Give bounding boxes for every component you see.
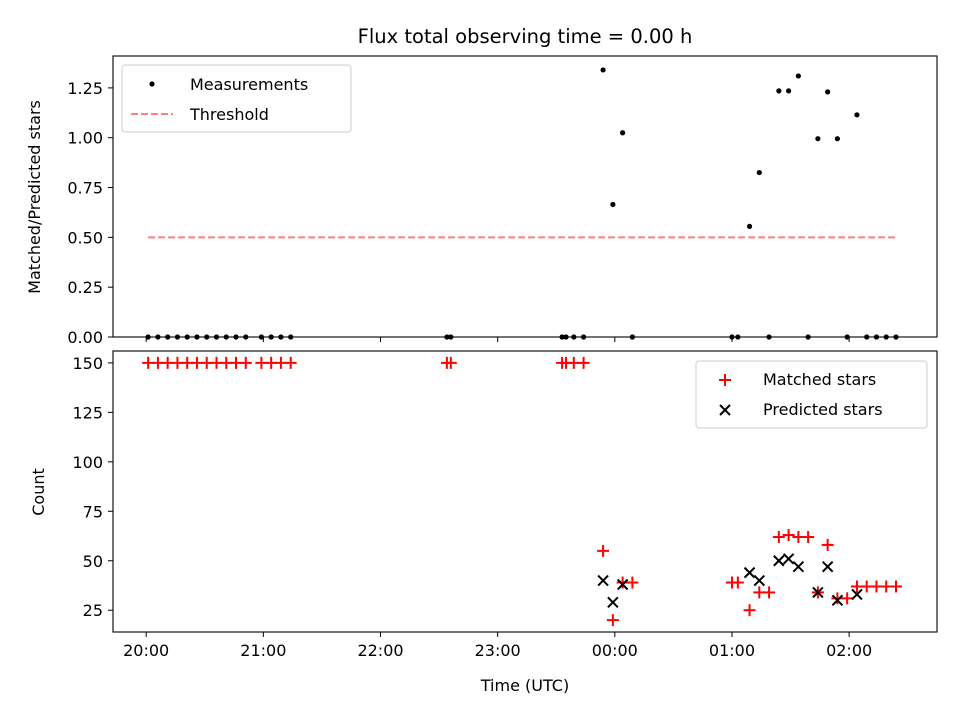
bottom-y-axis-label: Count (29, 468, 48, 516)
bottom-x-tick-label: 02:00 (826, 641, 872, 660)
predicted-star-point (812, 586, 824, 599)
top-y-tick-label: 0.75 (67, 179, 103, 198)
top-legend-box (121, 64, 352, 133)
measurement-point (786, 88, 792, 94)
matched-star-point (597, 544, 610, 557)
matched-star-point (577, 356, 590, 369)
measurement-point (600, 67, 606, 73)
predicted-star-point (782, 553, 795, 565)
bottom-y-tick-label: 100 (72, 453, 103, 472)
matched-star-point (889, 580, 902, 593)
legend-label-threshold: Threshold (189, 105, 269, 124)
bottom-x-tick-label: 20:00 (123, 641, 169, 660)
top-y-tick-label: 0.00 (67, 328, 103, 347)
measurement-point (815, 136, 821, 142)
measurement-point (746, 223, 753, 229)
predicted-star-point (821, 560, 834, 573)
legend-label-measurements: Measurements (190, 75, 308, 94)
legend-label-matched: Matched stars (763, 370, 876, 389)
predicted-star-point (773, 555, 785, 567)
predicted-star-point (597, 574, 609, 587)
top-y-tick-label: 0.50 (67, 228, 103, 247)
matched-star-point (772, 531, 785, 544)
matched-star-point (763, 586, 776, 599)
measurement-point (776, 88, 782, 94)
matched-star-point (782, 529, 795, 542)
chart-title: Flux total observing time = 0.00 h (358, 25, 693, 48)
measurement-point (854, 112, 860, 118)
predicted-star-point (792, 560, 805, 573)
matched-star-point (606, 614, 619, 627)
matched-star-point (284, 356, 297, 369)
legend-label-predicted: Predicted stars (763, 400, 883, 419)
measurement-point (834, 136, 841, 142)
bottom-y-tick-label: 125 (72, 403, 103, 422)
matched-star-point (626, 576, 639, 589)
legend-marker-matched (719, 374, 731, 386)
bottom-panel: Count Time (UTC) 20:00 21:00 22:00 23:00 00:… (29, 350, 938, 695)
legend-marker-predicted (719, 404, 731, 416)
predicted-star-point (753, 574, 766, 587)
bottom-legend: Matched stars Predicted stars (695, 360, 928, 429)
matched-star-point (444, 356, 457, 369)
top-y-tick-label: 1.00 (67, 129, 103, 148)
predicted-star-point (851, 588, 863, 601)
matched-star-point (743, 604, 756, 617)
bottom-x-tick-label: 22:00 (357, 641, 403, 660)
bottom-y-tick-label: 150 (72, 354, 103, 373)
bottom-x-tick-label: 00:00 (592, 641, 638, 660)
bottom-axes-frame (112, 350, 938, 633)
predicted-star-point (743, 566, 756, 579)
bottom-y-tick-label: 25 (83, 601, 103, 620)
measurement-point (610, 201, 616, 208)
matched-star-point (841, 592, 854, 605)
top-axes-frame (112, 55, 938, 338)
matched-star-point (731, 576, 744, 589)
top-y-axis-label: Matched/Predicted stars (25, 100, 44, 294)
bottom-y-tick-label: 75 (83, 502, 103, 521)
matched-star-point (239, 356, 252, 369)
bottom-y-tick-label: 50 (83, 552, 103, 571)
measurement-point (620, 130, 626, 136)
legend-marker-measurements (149, 81, 155, 87)
top-y-tick-label: 0.25 (67, 278, 103, 297)
measurement-point (825, 89, 831, 95)
top-legend: Measurements Threshold (121, 64, 352, 133)
matched-star-point (802, 531, 815, 544)
predicted-star-point (607, 596, 619, 609)
top-panel: Flux total observing time = 0.00 h Match… (25, 25, 938, 347)
predicted-star-point (831, 594, 844, 607)
bottom-x-tick-label: 01:00 (709, 641, 755, 660)
measurement-point (795, 73, 801, 79)
bottom-plot-area: 20:00 21:00 22:00 23:00 00:00 01:00 02:00 25 50 7… (72, 354, 902, 660)
bottom-legend-box (695, 360, 928, 429)
x-axis-label: Time (UTC) (480, 676, 569, 695)
bottom-x-tick-label: 23:00 (475, 641, 521, 660)
matched-star-point (821, 538, 834, 551)
measurement-point (756, 169, 762, 176)
top-y-tick-label: 1.25 (67, 79, 103, 98)
predicted-star-point (616, 578, 629, 591)
bottom-x-tick-label: 21:00 (240, 641, 286, 660)
